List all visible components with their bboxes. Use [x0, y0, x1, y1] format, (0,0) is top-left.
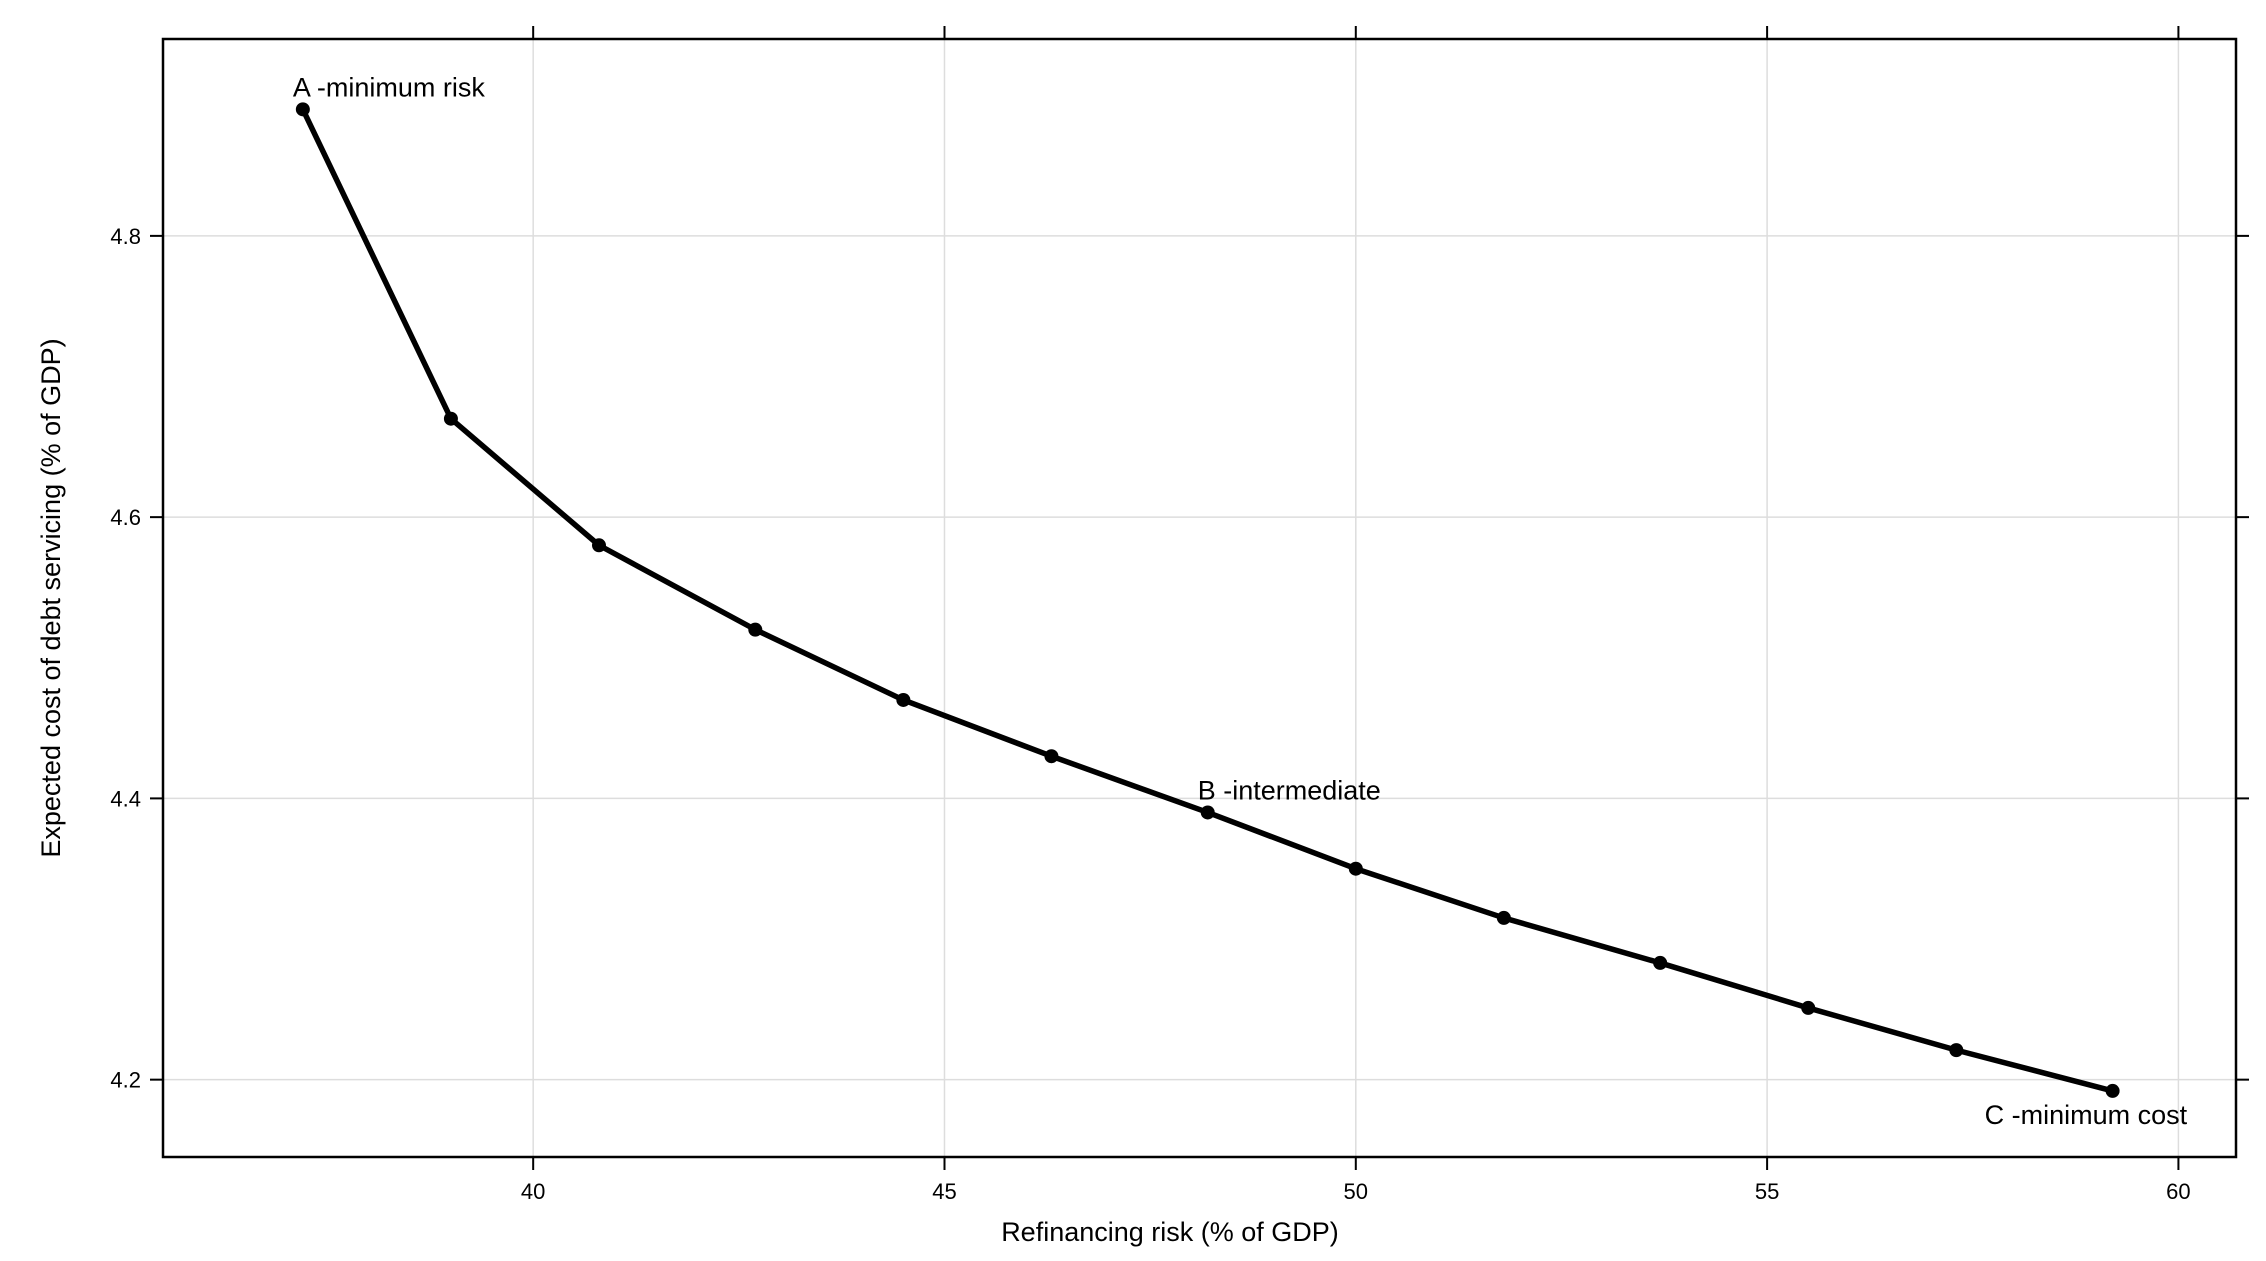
series-line [300, 106, 2116, 1094]
data-point [1200, 805, 1215, 820]
y-axis-label: Expected cost of debt servicing (% of GD… [36, 338, 66, 857]
x-tick-label: 55 [1755, 1179, 1779, 1204]
annotations: A -minimum risk B -intermediate C -minimum… [293, 72, 2188, 1130]
y-tick-label: 4.2 [110, 1068, 141, 1093]
plot-frame [161, 37, 2238, 1159]
grid-lines [163, 39, 2236, 1157]
y-tick-labels: 4.2 4.4 4.6 4.8 [110, 224, 141, 1093]
x-tick-label: 40 [521, 1179, 545, 1204]
data-point [1044, 749, 1059, 764]
axis-ticks [150, 26, 2249, 1170]
data-point [1801, 1000, 1816, 1015]
data-point [443, 411, 458, 426]
annotation-label: A -minimum risk [293, 72, 486, 102]
data-point [1348, 861, 1363, 876]
x-tick-label: 45 [932, 1179, 956, 1204]
annotation-label: C -minimum cost [1985, 1100, 2188, 1130]
x-tick-labels: 40 45 50 55 60 [521, 1179, 2191, 1204]
data-point [896, 692, 911, 707]
data-points [295, 102, 2120, 1098]
x-tick-label: 50 [1344, 1179, 1368, 1204]
x-tick-label: 60 [2166, 1179, 2190, 1204]
data-point [2105, 1083, 2120, 1098]
series-group [300, 106, 2116, 1094]
y-tick-label: 4.6 [110, 505, 141, 530]
data-point [748, 622, 763, 637]
x-axis-label: Refinancing risk (% of GDP) [1001, 1217, 1339, 1247]
data-point [1653, 955, 1668, 970]
annotation-label: B -intermediate [1198, 775, 1381, 805]
data-point [1496, 910, 1511, 925]
data-point [295, 102, 310, 117]
data-point [1949, 1043, 1964, 1058]
y-tick-label: 4.4 [110, 786, 141, 811]
y-tick-label: 4.8 [110, 224, 141, 249]
data-point [591, 538, 606, 553]
